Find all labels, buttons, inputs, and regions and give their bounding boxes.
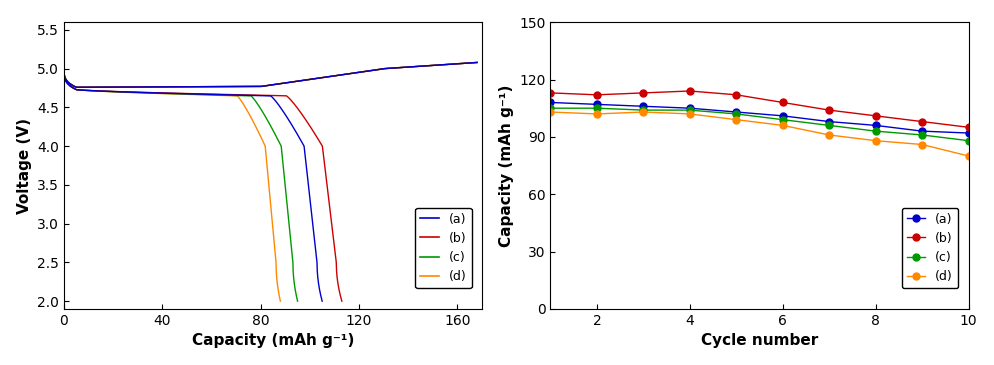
(a) bbox=[731, 110, 743, 114]
(a) bbox=[776, 114, 788, 118]
Line: (d): (d) bbox=[547, 108, 972, 160]
(c) bbox=[823, 123, 835, 128]
(d) bbox=[823, 133, 835, 137]
(b) bbox=[591, 93, 603, 97]
(c) bbox=[545, 106, 557, 110]
(b) bbox=[962, 125, 974, 130]
(c) bbox=[870, 129, 882, 133]
(a) bbox=[684, 106, 696, 110]
(c) bbox=[776, 118, 788, 122]
(d) bbox=[684, 112, 696, 116]
Line: (a): (a) bbox=[547, 99, 972, 137]
(a) bbox=[591, 102, 603, 107]
(d) bbox=[731, 118, 743, 122]
(d) bbox=[776, 123, 788, 128]
(a) bbox=[916, 129, 928, 133]
(b) bbox=[776, 100, 788, 105]
X-axis label: Capacity (mAh g⁻¹): Capacity (mAh g⁻¹) bbox=[192, 333, 354, 348]
(d) bbox=[545, 110, 557, 114]
(b) bbox=[637, 91, 649, 95]
(c) bbox=[962, 138, 974, 143]
(c) bbox=[684, 108, 696, 112]
Legend: (a), (b), (c), (d): (a), (b), (c), (d) bbox=[902, 208, 958, 288]
(b) bbox=[823, 108, 835, 112]
(b) bbox=[731, 93, 743, 97]
(a) bbox=[823, 119, 835, 124]
(b) bbox=[916, 119, 928, 124]
(d) bbox=[916, 142, 928, 147]
Line: (b): (b) bbox=[547, 88, 972, 131]
(d) bbox=[962, 154, 974, 158]
(a) bbox=[962, 131, 974, 135]
(a) bbox=[870, 123, 882, 128]
(c) bbox=[591, 106, 603, 110]
(b) bbox=[870, 114, 882, 118]
Y-axis label: Voltage (V): Voltage (V) bbox=[17, 118, 32, 214]
(d) bbox=[591, 112, 603, 116]
(c) bbox=[916, 133, 928, 137]
(c) bbox=[731, 112, 743, 116]
(d) bbox=[637, 110, 649, 114]
(a) bbox=[545, 100, 557, 105]
(c) bbox=[637, 108, 649, 112]
Legend: (a), (b), (c), (d): (a), (b), (c), (d) bbox=[415, 208, 471, 288]
(b) bbox=[545, 91, 557, 95]
(d) bbox=[870, 138, 882, 143]
(a) bbox=[637, 104, 649, 108]
X-axis label: Cycle number: Cycle number bbox=[701, 333, 818, 348]
Y-axis label: Capacity (mAh g⁻¹): Capacity (mAh g⁻¹) bbox=[499, 84, 514, 247]
Line: (c): (c) bbox=[547, 105, 972, 144]
(b) bbox=[684, 89, 696, 93]
